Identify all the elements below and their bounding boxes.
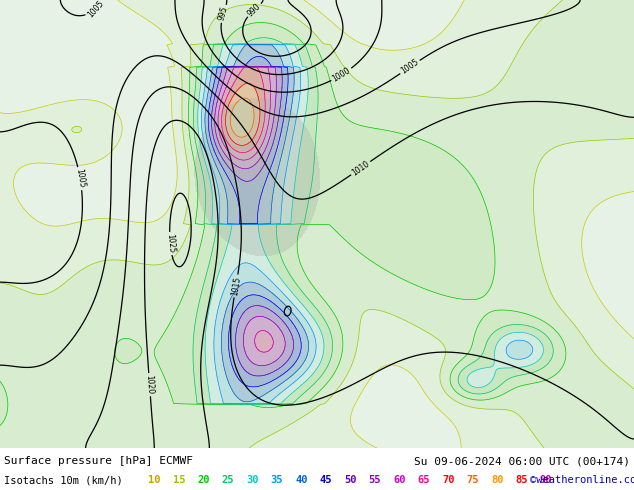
Text: 995: 995 [217,5,230,22]
Text: 65: 65 [418,475,430,485]
Text: 70: 70 [442,475,455,485]
Text: 50: 50 [344,475,356,485]
Text: 45: 45 [320,475,332,485]
Text: 15: 15 [172,475,185,485]
Text: 1000: 1000 [331,66,353,84]
Text: Isotachs 10m (km/h): Isotachs 10m (km/h) [4,475,123,485]
Text: 30: 30 [246,475,259,485]
Text: 60: 60 [393,475,406,485]
Text: 40: 40 [295,475,307,485]
Text: 90: 90 [540,475,552,485]
Text: 35: 35 [271,475,283,485]
Text: 55: 55 [368,475,381,485]
Text: 1005: 1005 [86,0,105,19]
Text: 75: 75 [467,475,479,485]
Text: 990: 990 [246,1,262,18]
Text: 1005: 1005 [399,58,420,76]
Text: 20: 20 [197,475,209,485]
Text: 25: 25 [221,475,234,485]
Text: 1015: 1015 [230,276,242,296]
Text: 1025: 1025 [165,234,176,253]
Text: ©weatheronline.co.uk: ©weatheronline.co.uk [530,475,634,485]
Text: Surface pressure [hPa] ECMWF: Surface pressure [hPa] ECMWF [4,456,193,466]
Text: 1010: 1010 [350,159,371,177]
Text: 85: 85 [515,475,528,485]
Text: 10: 10 [148,475,160,485]
Text: 1020: 1020 [145,375,155,394]
Text: Su 09-06-2024 06:00 UTC (00+174): Su 09-06-2024 06:00 UTC (00+174) [414,456,630,466]
Text: 80: 80 [491,475,503,485]
Polygon shape [0,0,634,448]
Text: 1005: 1005 [74,168,86,189]
